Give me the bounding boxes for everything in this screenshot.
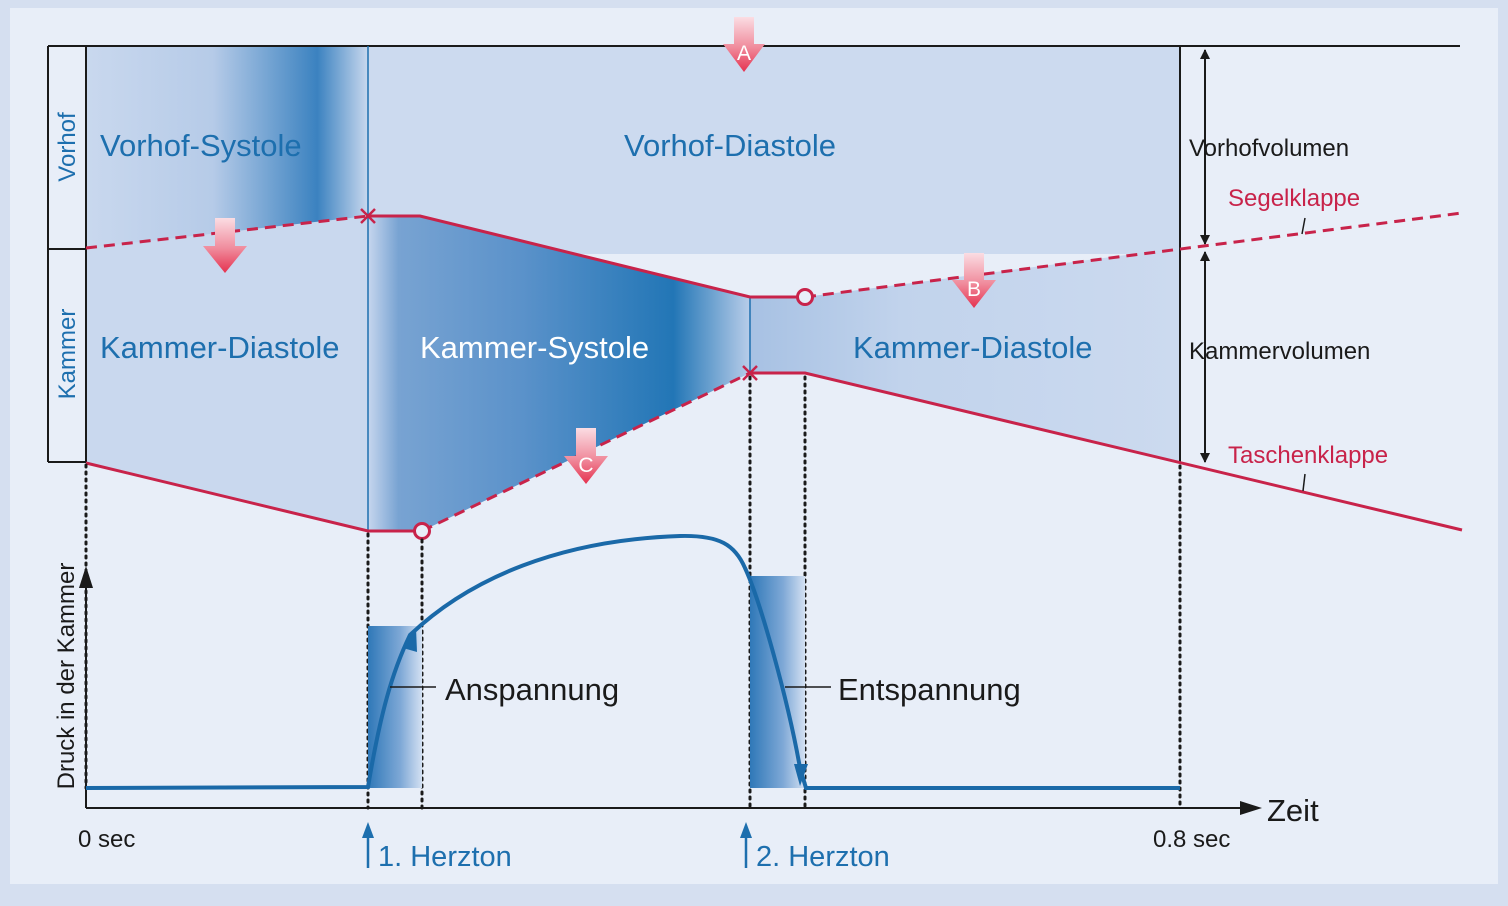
taschenklappe-solid-2 — [750, 371, 1463, 532]
kammer-systole-region — [368, 216, 750, 531]
pressure-curve — [85, 533, 1180, 790]
marker-c: C — [578, 454, 593, 477]
segelklappe-label: Segelklappe — [1228, 185, 1360, 212]
entspannung-label: Entspannung — [838, 672, 1021, 707]
kammer-diastole-label-2: Kammer-Diastole — [853, 330, 1092, 365]
down-arrow-icon — [952, 253, 996, 308]
time-start-label: 0 sec — [78, 826, 135, 853]
taschenklappe-leader — [1302, 473, 1306, 492]
down-arrow-icon — [564, 428, 608, 484]
curve-arrow-icon — [403, 628, 417, 652]
vorhof-systole-label: Vorhof-Systole — [100, 128, 302, 163]
kammer-diastole-region-2 — [750, 248, 1180, 462]
up-arrow-icon — [740, 822, 752, 838]
kammer-diastole-label-1: Kammer-Diastole — [100, 330, 339, 365]
circle-icon — [413, 522, 431, 540]
circle-icon — [796, 288, 814, 306]
curve-arrow-icon — [794, 764, 808, 786]
vorhof-diastole-label: Vorhof-Diastole — [624, 128, 836, 163]
kammer-side-label: Kammer — [54, 309, 81, 400]
herzton-2-label: 2. Herzton — [756, 841, 890, 873]
x-axis-label: Zeit — [1267, 793, 1319, 828]
vorhofvolumen-label: Vorhofvolumen — [1189, 135, 1349, 162]
anspannung-label: Anspannung — [445, 672, 619, 707]
down-arrow-icon — [723, 17, 765, 72]
segelklappe-dashed-2 — [804, 211, 1463, 299]
herzton-1-label: 1. Herzton — [378, 841, 512, 873]
up-arrow-icon — [362, 822, 374, 838]
time-end-label: 0.8 sec — [1153, 826, 1230, 853]
segelklappe-leader — [1301, 217, 1306, 235]
kammervolumen-label: Kammervolumen — [1189, 338, 1370, 365]
x-axis-arrow-icon — [1240, 801, 1262, 815]
down-arrow-icon — [203, 218, 247, 273]
vorhof-side-label: Vorhof — [54, 112, 81, 182]
cross-icon — [742, 365, 758, 381]
marker-b: B — [967, 278, 981, 301]
taschenklappe-label: Taschenklappe — [1228, 442, 1388, 469]
anspannung-band — [368, 626, 422, 788]
taschenklappe-solid-1 — [85, 461, 422, 533]
y-axis-label: Druck in der Kammer — [53, 563, 80, 790]
kammer-systole-label: Kammer-Systole — [420, 330, 649, 365]
y-axis-arrow-icon — [79, 566, 93, 588]
cross-icon — [360, 208, 376, 224]
segelklappe-solid — [368, 214, 805, 299]
kammer-diastole-region-1 — [86, 216, 368, 531]
segelklappe-dashed-1 — [85, 214, 369, 250]
marker-a: A — [737, 42, 751, 65]
